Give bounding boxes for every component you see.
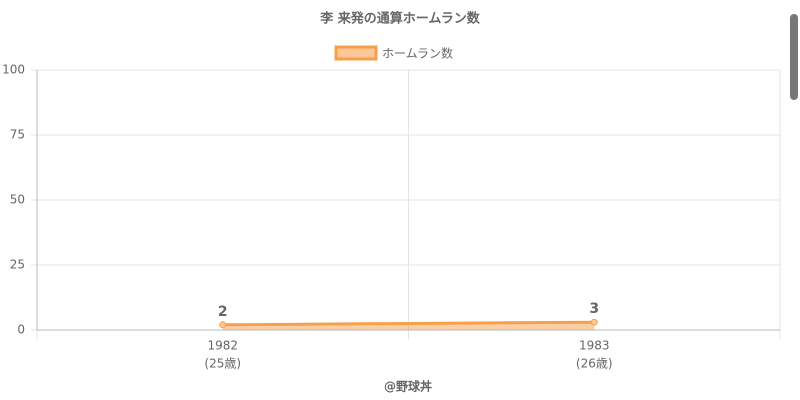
x-tick-label: 1982 xyxy=(207,339,238,353)
data-label: 3 xyxy=(589,301,599,317)
x-tick-sublabel: (25歳) xyxy=(204,357,241,371)
point xyxy=(219,321,227,329)
chart-title: 李 来発の通算ホームラン数 xyxy=(319,11,480,27)
line xyxy=(222,320,595,327)
point xyxy=(590,318,598,326)
y-tick-label: 100 xyxy=(2,63,25,77)
legend-label: ホームラン数 xyxy=(382,46,453,61)
y-tick-label: 75 xyxy=(10,128,25,142)
y-tick-label: 0 xyxy=(17,323,25,337)
data-label: 2 xyxy=(218,304,228,320)
x-axis-label: @野球丼 xyxy=(384,379,432,394)
y-tick-label: 50 xyxy=(10,193,25,207)
y-tick-label: 25 xyxy=(10,258,25,272)
legend-swatch xyxy=(334,45,378,61)
x-tick-sublabel: (26歳) xyxy=(576,357,613,371)
x-tick-label: 1983 xyxy=(579,339,610,353)
scrollbar[interactable] xyxy=(790,14,798,100)
